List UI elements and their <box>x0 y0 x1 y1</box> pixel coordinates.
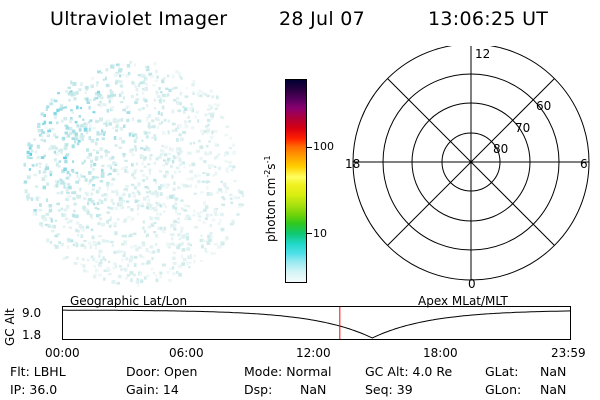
timeline-tick-0600: 06:00 <box>169 346 204 360</box>
timeline-tick-1200: 12:00 <box>296 346 331 360</box>
dsp-label: Dsp: <box>244 382 273 397</box>
timeline-tick-0000: 00:00 <box>45 346 80 360</box>
colorbar-units-label: photon cm-2s-1 <box>263 155 278 242</box>
glat-value: NaN <box>540 364 567 379</box>
timeline-frame <box>62 306 571 340</box>
timeline-tick-2359: 23:59 <box>551 346 586 360</box>
timeline-left-label: Geographic Lat/Lon <box>70 294 188 308</box>
glon-label: GLon: <box>485 382 522 397</box>
colorbar-units-sup2: -1 <box>263 155 272 164</box>
ip-info: IP: 36.0 <box>10 382 58 397</box>
colorbar-tick-label-10: 10 <box>313 227 327 240</box>
colorbar-units-s: s <box>264 163 278 170</box>
mlat-label-60: 60 <box>536 99 551 113</box>
colorbar-tick-label-100: 100 <box>313 140 334 153</box>
image-time: 13:06:25 UT <box>428 8 549 30</box>
polar-grid: 12 0 18 6 60 70 80 <box>345 46 590 291</box>
seq-info: Seq: 39 <box>365 382 413 397</box>
colorbar <box>285 79 312 283</box>
colorbar-gradient <box>286 80 306 282</box>
door-info: Door: Open <box>126 364 198 379</box>
instrument-title: Ultraviolet Imager <box>50 8 228 30</box>
glon-value: NaN <box>540 382 567 397</box>
colorbar-tick-100 <box>307 147 312 148</box>
timeline-right-label: Apex MLat/MLT <box>418 294 508 308</box>
glat-label: GLat: <box>485 364 519 379</box>
mlt-label-6: 6 <box>580 157 588 171</box>
altitude-timeline <box>62 306 571 340</box>
timeline-axis-title: GC Alt <box>3 308 17 346</box>
timeline-y-bottom: 1.8 <box>22 328 42 342</box>
mode-info: Mode: Normal <box>244 364 332 379</box>
colorbar-units-text: photon cm <box>264 177 278 242</box>
mlt-label-12: 12 <box>475 47 490 61</box>
colorbar-tick-10 <box>307 233 312 234</box>
timeline-y-top: 9.0 <box>22 306 42 320</box>
auroral-image <box>23 60 245 287</box>
altitude-curve <box>63 309 571 339</box>
auroral-image-pixels <box>23 60 245 287</box>
mlat-label-80: 80 <box>493 142 508 156</box>
polar-diagonal-2 <box>387 78 555 246</box>
mlt-label-18: 18 <box>345 157 360 171</box>
gain-info: Gain: 14 <box>126 382 179 397</box>
image-date: 28 Jul 07 <box>279 8 366 30</box>
timeline-tick-1800: 18:00 <box>423 346 458 360</box>
mlt-label-0: 0 <box>468 277 476 291</box>
dsp-value: NaN <box>300 382 327 397</box>
mlat-label-70: 70 <box>515 121 530 135</box>
colorbar-units-sup1: -2 <box>263 169 272 178</box>
gc-alt-info: GC Alt: 4.0 Re <box>365 364 453 379</box>
filter-info: Flt: LBHL <box>10 364 66 379</box>
